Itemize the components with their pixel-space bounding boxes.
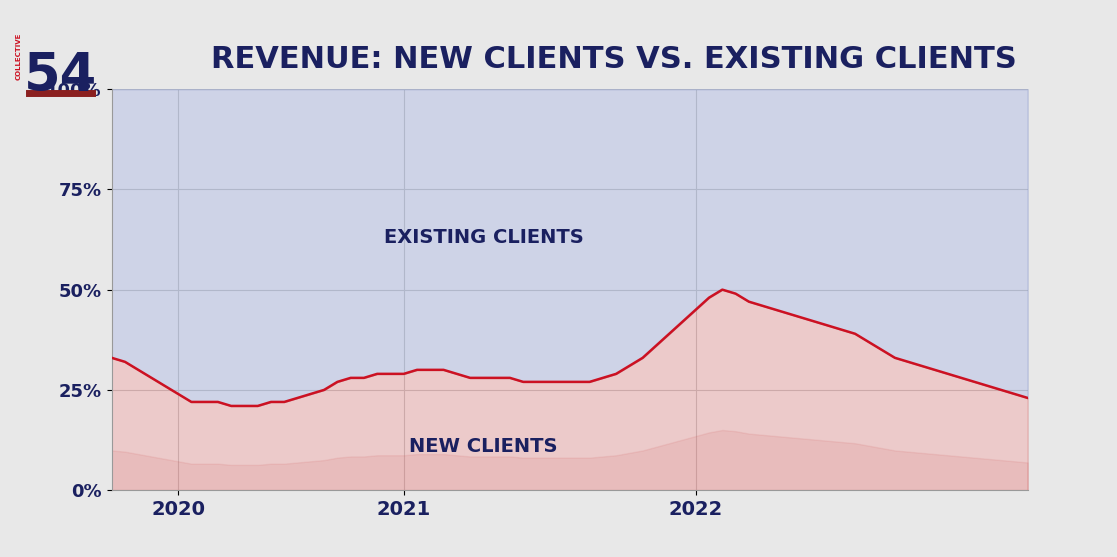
Text: EXISTING CLIENTS: EXISTING CLIENTS bbox=[383, 228, 583, 247]
Text: 54: 54 bbox=[23, 50, 97, 102]
Text: REVENUE: NEW CLIENTS VS. EXISTING CLIENTS: REVENUE: NEW CLIENTS VS. EXISTING CLIENT… bbox=[211, 45, 1018, 74]
Text: NEW CLIENTS: NEW CLIENTS bbox=[409, 437, 557, 456]
Text: COLLECTIVE: COLLECTIVE bbox=[16, 32, 21, 80]
